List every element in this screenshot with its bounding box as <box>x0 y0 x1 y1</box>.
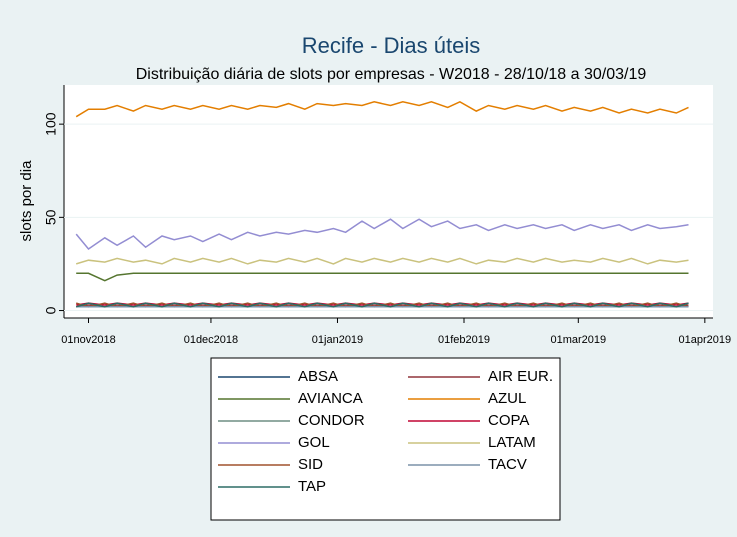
chart-title: Recife - Dias úteis <box>302 33 481 58</box>
legend-label: TAP <box>298 478 326 495</box>
plot-area <box>64 85 713 318</box>
x-tick-label: 01apr2019 <box>679 334 732 346</box>
legend-label: AZUL <box>488 390 526 407</box>
x-tick-label: 01feb2019 <box>438 334 490 346</box>
legend-label: CONDOR <box>298 412 365 429</box>
series-line <box>75 100 689 118</box>
legend-label: LATAM <box>488 434 536 451</box>
legend-label: ABSA <box>298 368 338 385</box>
y-axis-label: slots por dia <box>18 160 35 242</box>
legend-label: TACV <box>488 456 527 473</box>
legend-label: AVIANCA <box>298 390 363 407</box>
chart-subtitle: Distribuição diária de slots por empresa… <box>136 66 647 83</box>
legend-label: GOL <box>298 434 330 451</box>
series-line <box>75 218 689 251</box>
series-line <box>75 302 689 308</box>
x-tick-label: 01dec2018 <box>184 334 238 346</box>
x-tick-label: 01jan2019 <box>312 334 363 346</box>
y-tick-label: 0 <box>43 306 59 314</box>
series-line <box>76 272 689 282</box>
series-line <box>75 257 689 265</box>
legend-label: COPA <box>488 412 529 429</box>
x-tick-label: 01nov2018 <box>61 334 115 346</box>
legend-label: AIR EUR. <box>488 368 553 385</box>
legend-box <box>210 357 561 521</box>
y-tick-label: 50 <box>43 209 59 225</box>
y-tick-label: 100 <box>43 112 59 136</box>
x-tick-label: 01mar2019 <box>550 334 606 346</box>
legend-label: SID <box>298 456 323 473</box>
